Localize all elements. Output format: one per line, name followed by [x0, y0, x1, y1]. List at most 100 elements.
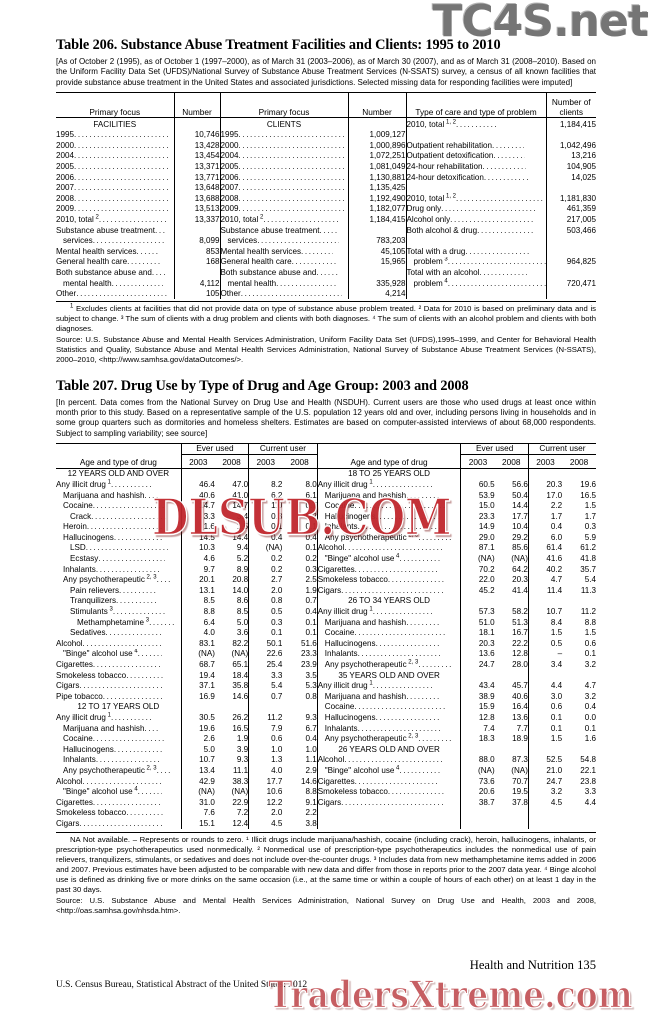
- cell-value: 8.5: [214, 606, 250, 617]
- cell-value: [174, 267, 221, 278]
- cell-value: 17.0: [546, 490, 563, 500]
- row-label: "Binge" alcohol use 4 ..................…: [56, 648, 182, 660]
- row-label: Inhalants ..............................…: [317, 648, 462, 660]
- row-label: Drug only ..............................…: [406, 203, 547, 215]
- leader-dots: ........................................…: [144, 724, 160, 733]
- cell-value: [494, 468, 529, 480]
- t207-header-ever-used-left: Ever used: [181, 443, 250, 455]
- cell-value: 28.0: [494, 659, 529, 670]
- leader-dots: ........................................…: [155, 226, 165, 235]
- cell-value: 19.4: [199, 670, 215, 680]
- t207-header-year-2003-b: 2003: [256, 457, 276, 468]
- row-label: services ...............................…: [220, 235, 349, 247]
- cell-value: 0.2: [282, 510, 318, 522]
- row-label: 2000 ...................................…: [220, 140, 349, 151]
- section-header: 12 TO 17 YEARS OLD: [56, 701, 182, 713]
- row-label: Marijuana and hashish ..................…: [317, 616, 462, 628]
- leader-dots: ........................................…: [238, 184, 345, 193]
- table-row: Hallucinogens ..........................…: [56, 532, 596, 543]
- leader-dots: ........................................…: [456, 194, 545, 203]
- leader-dots: ........................................…: [301, 247, 333, 256]
- table-row: Smokeless tobacco ......................…: [56, 807, 596, 819]
- cell-value: 50.1: [266, 638, 283, 648]
- cell-value: 0.4: [550, 522, 563, 532]
- table-row: 2004 ...................................…: [56, 150, 596, 162]
- table-row: Marijuana and hashish ..................…: [56, 722, 596, 734]
- table-row: Inhalants ..............................…: [56, 754, 596, 766]
- cell-value: 40.6: [494, 691, 529, 702]
- cell-value: 7.4: [483, 723, 495, 733]
- cell-value: 3.3: [584, 787, 596, 797]
- row-label: 24-hour detoxification .................…: [406, 171, 547, 183]
- cell-value: 8,099: [174, 235, 221, 247]
- cell-value: 1.6: [584, 734, 596, 744]
- cell-value: 1,135,425: [348, 182, 407, 194]
- cell-value: [528, 468, 562, 479]
- cell-value: [562, 468, 596, 479]
- leader-dots: ........................................…: [105, 629, 164, 638]
- cell-value: 2.7: [271, 575, 283, 585]
- cell-value: 23.8: [580, 776, 596, 786]
- row-label: problem 4 ..............................…: [406, 277, 547, 289]
- row-label: Hallucinogens ..........................…: [317, 638, 462, 649]
- cell-value: 40.6: [199, 490, 215, 500]
- cell-value: 3.2: [584, 660, 596, 670]
- t207-header-current-user-right: Current user: [528, 443, 596, 455]
- row-label: Cigarettes .............................…: [56, 796, 182, 808]
- cell-value: (NA): [494, 765, 529, 776]
- cell-value: 1,072,251: [348, 150, 407, 162]
- leader-dots: ........................................…: [137, 650, 162, 659]
- cell-value: (NA): [214, 648, 250, 660]
- row-label: Other ..................................…: [56, 288, 175, 299]
- row-label: Any illicit drug 1 .....................…: [317, 479, 462, 490]
- cell-value: 11.4: [546, 585, 563, 595]
- cell-value: 1,182,077: [348, 203, 407, 215]
- row-label: services ...............................…: [56, 235, 175, 247]
- cell-value: 13,428: [174, 140, 221, 151]
- leader-dots: ........................................…: [98, 216, 166, 225]
- cell-value: 56.6: [494, 479, 529, 490]
- row-label: Heroin .................................…: [56, 521, 182, 533]
- cell-value: 0.1: [584, 649, 596, 659]
- cell-value: [461, 596, 495, 607]
- cell-value: 0.4: [282, 733, 318, 744]
- cell-value: 41.0: [214, 489, 250, 501]
- cell-value: 20.8: [214, 574, 250, 586]
- cell-value: 16.4: [494, 701, 529, 713]
- cell-value: 0.3: [584, 522, 596, 532]
- cell-value: 8.4: [550, 617, 563, 627]
- t207-header-year-2003-a: 2003: [189, 457, 208, 468]
- leader-dots: ........................................…: [406, 692, 439, 701]
- cell-value: 5.4: [271, 681, 283, 691]
- table-row: 2006 ...................................…: [56, 171, 596, 183]
- cell-value: 1,081,049: [348, 161, 407, 172]
- cell-value: –: [557, 649, 563, 659]
- row-label: Cocaine ................................…: [317, 627, 462, 639]
- cell-value: (NA): [198, 787, 215, 797]
- section-header: 12 YEARS OLD AND OVER: [56, 468, 182, 480]
- cell-value: 3.3: [271, 670, 283, 680]
- cell-value: 7.9: [271, 723, 283, 733]
- row-label: 2008 ...................................…: [220, 193, 349, 204]
- cell-value: 23.3: [282, 648, 318, 660]
- cell-value: 0.1: [550, 712, 563, 722]
- cell-value: 12.4: [214, 818, 250, 829]
- leader-dots: ........................................…: [111, 279, 164, 288]
- cell-value: 1.5: [550, 734, 563, 744]
- row-label: Hallucinogens ..........................…: [56, 532, 182, 543]
- cell-value: 1.5: [584, 501, 596, 511]
- cell-value: (NA): [478, 765, 495, 775]
- leader-dots: ........................................…: [82, 639, 163, 648]
- table-row: LSD ....................................…: [56, 542, 596, 554]
- cell-value: 503,466: [566, 225, 596, 235]
- leader-dots: ........................................…: [92, 735, 166, 744]
- table-206-footnotes: 1 Excludes clients at facilities that di…: [56, 303, 597, 333]
- cell-value: 20.6: [478, 787, 495, 797]
- cell-value: 20.1: [199, 575, 215, 585]
- row-label: 2010, total 2 ..........................…: [56, 214, 175, 225]
- leader-dots: ........................................…: [319, 226, 340, 235]
- leader-dots: ........................................…: [74, 184, 170, 193]
- table-row: Both substance abuse and ...............…: [56, 267, 596, 278]
- leader-dots: ........................................…: [341, 586, 442, 595]
- leader-dots: ........................................…: [357, 724, 440, 733]
